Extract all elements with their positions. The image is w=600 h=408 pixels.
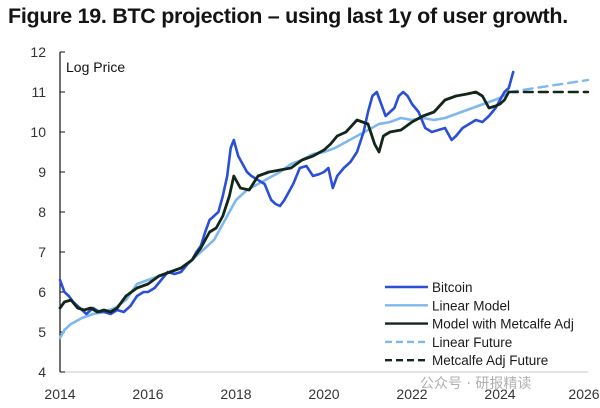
- x-tick-label: 2024: [484, 386, 515, 402]
- series-bitcoin: [58, 70, 515, 316]
- legend-item: Linear Future: [385, 335, 512, 350]
- y-tick-label: 5: [38, 324, 46, 340]
- series-model-with-metcalfe-adj: [58, 90, 511, 314]
- y-tick-label: 6: [38, 284, 46, 300]
- series-lines: [58, 70, 590, 340]
- axes: 4 5 6 7 8 9 10 11 12 2014 2016 2018 2020 2022 2024 2026: [30, 44, 599, 402]
- legend-label: Model with Metcalfe Adj: [432, 317, 574, 332]
- x-tick-label: 2018: [220, 386, 251, 402]
- y-tick-label: 9: [38, 164, 46, 180]
- x-tick-label: 2020: [308, 386, 339, 402]
- x-tick-label: 2014: [44, 386, 75, 402]
- y-tick-label: 12: [30, 44, 46, 60]
- x-tick-label: 2022: [396, 386, 427, 402]
- watermark: 公众号 · 研报精读: [420, 375, 531, 392]
- legend-item: Bitcoin: [385, 280, 473, 295]
- y-tick-label: 11: [31, 84, 46, 100]
- legend-label: Linear Future: [432, 335, 512, 350]
- y-tick-label: 4: [38, 364, 46, 380]
- y-tick-label: 8: [38, 204, 46, 220]
- series-linear-future: [507, 78, 590, 94]
- legend-item: Linear Model: [385, 298, 510, 313]
- series-linear-model: [58, 90, 511, 340]
- legend-item: Metcalfe Adj Future: [385, 353, 548, 368]
- legend-label: Linear Model: [432, 298, 510, 313]
- legend-item: Model with Metcalfe Adj: [385, 317, 574, 332]
- y-tick-label: 7: [38, 244, 46, 260]
- legend: Bitcoin Linear Model Model with Metcalfe A…: [385, 280, 574, 368]
- x-tick-label: 2016: [132, 386, 163, 402]
- y-axis-title: Log Price: [66, 59, 125, 75]
- legend-label: Bitcoin: [432, 280, 473, 295]
- y-tick-label: 10: [30, 124, 46, 140]
- legend-label: Metcalfe Adj Future: [432, 353, 548, 368]
- figure-title: Figure 19. BTC projection – using last 1…: [8, 4, 568, 28]
- x-tick-label: 2026: [568, 386, 599, 402]
